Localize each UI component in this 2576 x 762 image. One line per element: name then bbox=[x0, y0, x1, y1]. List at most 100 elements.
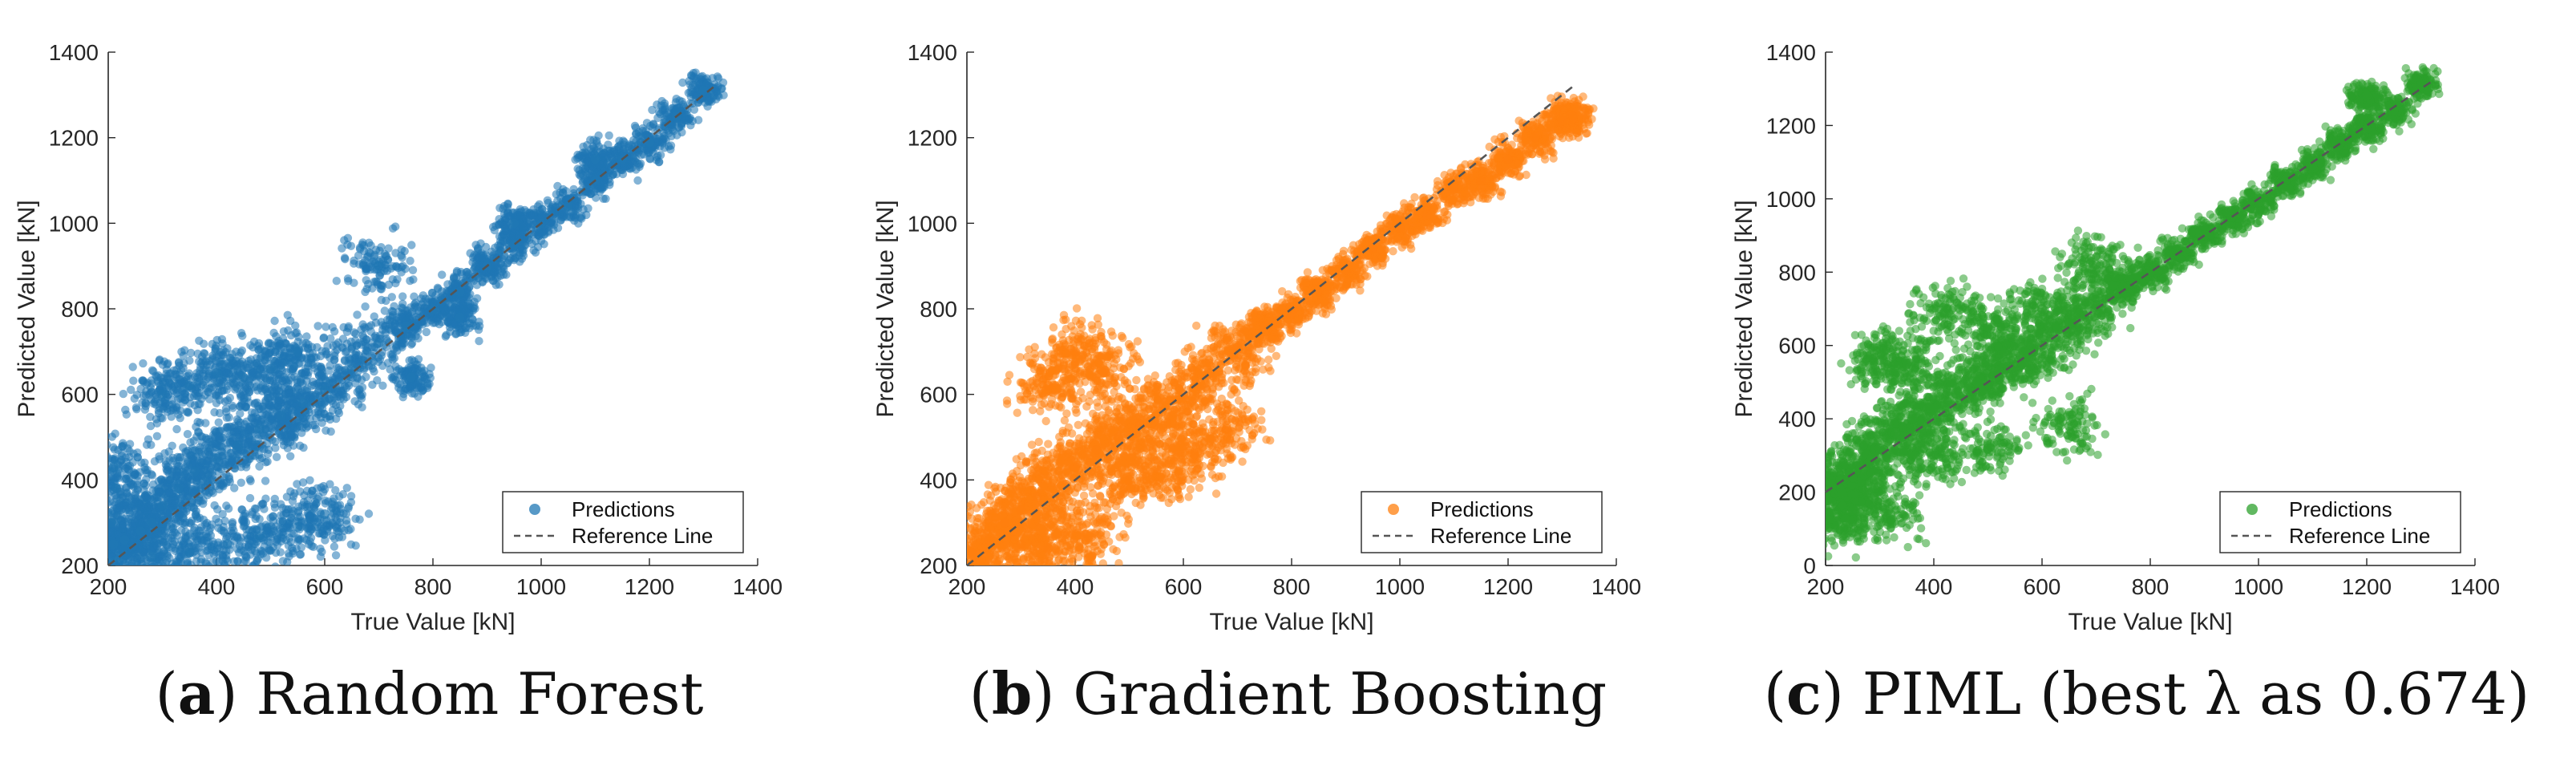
scatter-point bbox=[632, 129, 641, 138]
scatter-point bbox=[304, 343, 313, 353]
y-axis-label: Predicted Value [kN] bbox=[14, 200, 40, 417]
scatter-point bbox=[233, 425, 243, 434]
scatter-point bbox=[239, 430, 249, 439]
scatter-point bbox=[89, 523, 97, 531]
scatter-point bbox=[140, 574, 148, 582]
scatter-point bbox=[167, 597, 175, 605]
scatter-point bbox=[233, 545, 241, 553]
scatter-point bbox=[98, 471, 106, 479]
scatter-point bbox=[111, 429, 119, 438]
scatter-point bbox=[99, 477, 107, 485]
y-tick-label: 600 bbox=[61, 383, 99, 407]
scatter-point bbox=[133, 452, 142, 462]
scatter-point bbox=[83, 537, 91, 545]
scatter-point bbox=[636, 137, 645, 146]
scatter-point bbox=[125, 452, 134, 461]
x-tick-label: 1400 bbox=[733, 574, 783, 599]
y-tick-label: 200 bbox=[61, 553, 99, 578]
scatter-point bbox=[419, 291, 427, 300]
scatter-point bbox=[272, 566, 280, 574]
scatter-point bbox=[92, 540, 100, 548]
scatter-point bbox=[258, 547, 267, 556]
scatter-point bbox=[204, 545, 212, 555]
scatter-point bbox=[308, 486, 317, 496]
scatter-point bbox=[91, 525, 99, 533]
scatter-point bbox=[183, 557, 192, 565]
scatter-point bbox=[136, 566, 144, 574]
scatter-point bbox=[95, 504, 103, 512]
scatter-point bbox=[391, 278, 400, 288]
scatter-point bbox=[99, 522, 107, 530]
scatter-point bbox=[168, 441, 176, 450]
scatter-point bbox=[409, 275, 418, 284]
scatter-point bbox=[213, 505, 222, 514]
scatter-point bbox=[286, 452, 295, 460]
scatter-point bbox=[95, 448, 103, 456]
scatter-point bbox=[605, 131, 613, 140]
scatter-point bbox=[263, 393, 272, 403]
scatter-point bbox=[99, 545, 107, 553]
scatter-point bbox=[604, 140, 613, 149]
scatter-point bbox=[147, 580, 155, 588]
scatter-point bbox=[251, 514, 260, 524]
scatter-point bbox=[259, 431, 269, 440]
scatter-point bbox=[184, 408, 192, 417]
scatter-point bbox=[237, 346, 247, 355]
scatter-point bbox=[82, 509, 90, 517]
scatter-point bbox=[351, 514, 360, 523]
scatter-point bbox=[91, 494, 99, 502]
scatter-point bbox=[185, 574, 193, 582]
scatter-point bbox=[633, 176, 642, 185]
scatter-point bbox=[82, 525, 90, 533]
scatter-point bbox=[142, 492, 151, 501]
scatter-point bbox=[289, 549, 297, 558]
scatter-point bbox=[115, 565, 123, 574]
scatter-point bbox=[187, 572, 195, 580]
scatter-point bbox=[330, 494, 338, 503]
scatter-point bbox=[579, 142, 588, 151]
scatter-point bbox=[148, 471, 157, 480]
scatter-point bbox=[575, 151, 584, 160]
scatter-point bbox=[636, 159, 645, 168]
scatter-point bbox=[98, 561, 106, 569]
scatter-point bbox=[258, 411, 267, 420]
scatter-point bbox=[342, 484, 351, 492]
scatter-point bbox=[183, 430, 192, 439]
scatter-point bbox=[142, 475, 151, 484]
scatter-point bbox=[152, 566, 160, 574]
scatter-point bbox=[284, 326, 293, 335]
scatter-point bbox=[177, 526, 186, 535]
scatter-point bbox=[150, 566, 158, 574]
scatter-point bbox=[152, 395, 160, 404]
scatter-point bbox=[208, 354, 217, 363]
scatter-point bbox=[91, 503, 99, 511]
scatter-point bbox=[332, 363, 342, 372]
scatter-point bbox=[152, 432, 162, 440]
scatter-point bbox=[130, 595, 138, 603]
scatter-point bbox=[192, 557, 201, 565]
scatter-point bbox=[298, 478, 308, 487]
scatter-point bbox=[410, 292, 419, 301]
scatter-point bbox=[99, 555, 107, 563]
scatter-point bbox=[694, 79, 703, 87]
scatter-point bbox=[116, 516, 126, 525]
scatter-point bbox=[223, 557, 233, 565]
scatter-point bbox=[263, 457, 272, 466]
scatter-point bbox=[437, 318, 447, 326]
scatter-point bbox=[248, 414, 257, 423]
scatter-point bbox=[294, 502, 303, 511]
scatter-point bbox=[172, 424, 181, 434]
scatter-point bbox=[98, 488, 106, 496]
scatter-point bbox=[196, 399, 204, 408]
scatter-point bbox=[108, 489, 113, 498]
scatter-point bbox=[98, 545, 106, 553]
scatter-point bbox=[195, 531, 204, 540]
scatter-point bbox=[99, 464, 107, 472]
scatter-point bbox=[214, 418, 223, 427]
scatter-point bbox=[78, 513, 86, 521]
scatter-point bbox=[401, 306, 410, 315]
scatter-point bbox=[285, 396, 294, 406]
scatter-point bbox=[132, 571, 140, 579]
scatter-point bbox=[313, 342, 321, 352]
x-tick-label: 200 bbox=[90, 574, 127, 599]
